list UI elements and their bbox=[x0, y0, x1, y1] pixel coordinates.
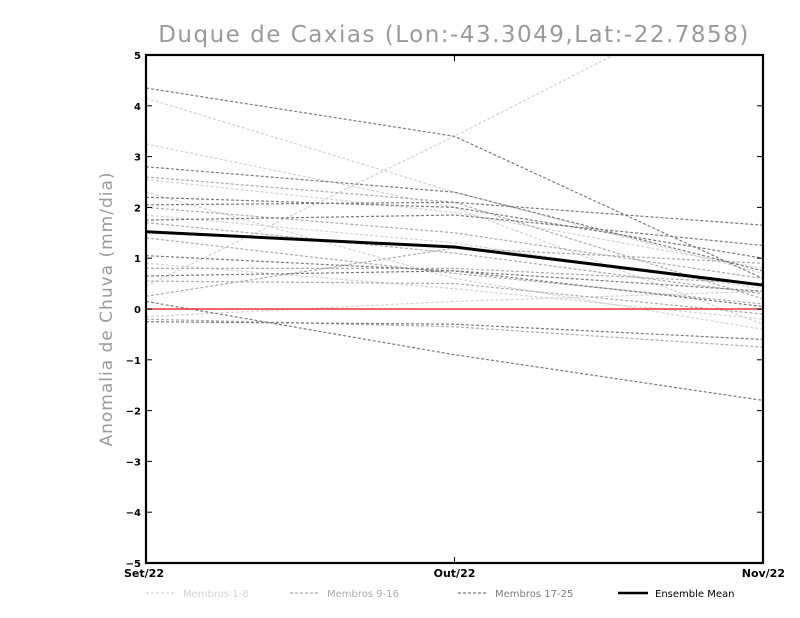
y-tick-label: −1 bbox=[126, 356, 141, 367]
chart-title: Duque de Caxias (Lon:-43.3049,Lat:-22.78… bbox=[158, 22, 750, 48]
y-tick-label: 5 bbox=[134, 51, 141, 62]
series-line-9 bbox=[146, 176, 763, 300]
series-line-21 bbox=[146, 214, 763, 247]
series-line-14 bbox=[146, 280, 763, 315]
legend-label: Membros 17-25 bbox=[495, 589, 573, 600]
y-tick-label: 0 bbox=[134, 305, 141, 316]
series-line-22 bbox=[146, 255, 763, 308]
legend-label: Membros 9-16 bbox=[327, 589, 399, 600]
y-tick-label: −4 bbox=[126, 508, 141, 519]
legend-label: Membros 1-8 bbox=[183, 589, 249, 600]
y-tick-label: −3 bbox=[126, 457, 141, 468]
x-axis-ticks: Set/22 Out/22 Nov/22 bbox=[124, 55, 785, 580]
ensemble-mean-layer bbox=[146, 230, 763, 287]
y-axis-ticks: −5 −4 −3 −2 −1 0 1 2 3 4 5 bbox=[126, 51, 763, 570]
y-tick-label: 2 bbox=[134, 203, 141, 214]
y-tick-label: −5 bbox=[126, 559, 141, 570]
series-line-5 bbox=[146, 214, 763, 290]
series-line-11 bbox=[146, 222, 763, 295]
series-line-6 bbox=[146, 290, 763, 318]
series-line-7 bbox=[146, 262, 763, 320]
y-tick-label: −2 bbox=[126, 407, 141, 418]
y-axis-label: Anomalia de Chuva (mm/dia) bbox=[97, 171, 117, 446]
series-line-17 bbox=[146, 87, 763, 280]
x-tick-label: Set/22 bbox=[124, 567, 164, 580]
series-line-20 bbox=[146, 201, 763, 226]
legend: Membros 1-8 Membros 9-16 Membros 17-25 Ense… bbox=[146, 589, 734, 600]
series-line-12 bbox=[146, 237, 763, 305]
series-line-18 bbox=[146, 166, 763, 272]
series-line-13 bbox=[146, 267, 763, 285]
legend-label: Ensemble Mean bbox=[655, 589, 734, 600]
x-tick-label: Nov/22 bbox=[742, 567, 785, 580]
series-line-24 bbox=[146, 300, 763, 402]
y-tick-label: 4 bbox=[134, 102, 141, 113]
y-tick-label: 3 bbox=[134, 153, 141, 164]
series-line-3 bbox=[146, 143, 763, 325]
y-tick-label: 1 bbox=[134, 254, 141, 265]
series-line-4 bbox=[146, 178, 763, 269]
series-line-10 bbox=[146, 206, 763, 280]
series-line-25 bbox=[146, 321, 763, 341]
series-line-8 bbox=[146, 191, 763, 330]
series-line-2 bbox=[146, 97, 763, 275]
series-line-15 bbox=[146, 318, 763, 348]
ensemble-mean-line bbox=[146, 230, 763, 287]
series-line-23 bbox=[146, 270, 763, 292]
series-line-19 bbox=[146, 196, 763, 259]
x-tick-label: Out/22 bbox=[434, 567, 476, 580]
